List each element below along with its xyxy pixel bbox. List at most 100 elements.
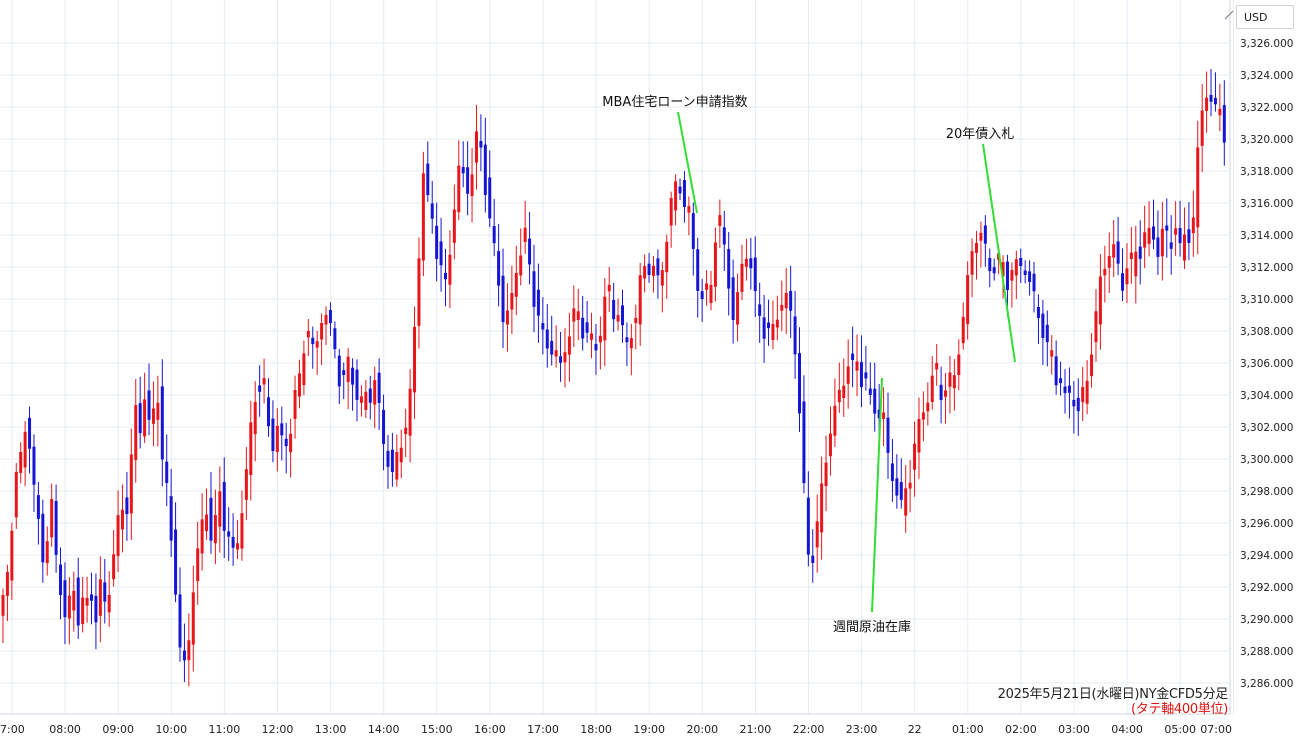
candle [1076, 378, 1080, 436]
candle-body [284, 438, 288, 447]
candle-body [545, 329, 549, 349]
candle-body [1138, 246, 1142, 259]
x-tick-label: 22 [908, 723, 922, 736]
candle [147, 363, 151, 435]
candle [59, 547, 63, 620]
candle-body [59, 564, 63, 595]
candle [789, 265, 793, 338]
candle-body [404, 427, 408, 435]
candle-body [1222, 105, 1226, 143]
candle-body [240, 513, 244, 549]
candle-body [771, 323, 775, 341]
candle-body [165, 461, 169, 484]
x-tick-label: 17:00 [527, 723, 559, 736]
candle-body [470, 174, 474, 197]
candle [32, 434, 36, 512]
candle [1191, 190, 1195, 257]
candle-body [528, 238, 532, 265]
candle [939, 366, 943, 424]
candle [209, 472, 213, 554]
candle-body [311, 337, 315, 345]
candle [567, 312, 571, 382]
candle-body [333, 328, 337, 350]
currency-selector[interactable]: USD [1236, 5, 1294, 29]
candle [1209, 69, 1213, 117]
candle-body [267, 397, 270, 427]
candle [510, 265, 514, 335]
candle [19, 442, 23, 484]
candle-body [1045, 324, 1049, 343]
candle [616, 298, 620, 331]
candle-body [514, 273, 518, 297]
candle-body [1081, 387, 1085, 403]
candle [289, 418, 293, 478]
candle [767, 299, 771, 346]
candle-body [81, 597, 85, 625]
candle-body [713, 242, 717, 287]
candle-body [926, 402, 930, 412]
candle [227, 507, 231, 561]
candle-body [882, 412, 886, 419]
candle [54, 484, 58, 573]
candle-body [395, 451, 399, 480]
candle [280, 406, 284, 461]
candle-body [413, 326, 417, 393]
candle [421, 151, 425, 277]
candle [983, 215, 987, 267]
candle-body [103, 582, 107, 602]
candle [90, 572, 93, 625]
candle [107, 571, 111, 627]
candle [1054, 340, 1058, 395]
candle [497, 223, 501, 307]
candle-body [1014, 259, 1018, 276]
candle [196, 521, 200, 605]
candle-body [700, 291, 704, 300]
candle-body [952, 375, 956, 389]
axes: 3,286.000 3,288.000 3,290.000 3,292.000 3,29… [0, 0, 1293, 736]
candle [1222, 80, 1226, 166]
candle-body [129, 454, 133, 514]
candle-body [921, 412, 925, 420]
candle [267, 378, 270, 437]
candle [324, 306, 328, 346]
candle [1178, 200, 1182, 257]
candle [386, 434, 390, 489]
candle-body [41, 513, 45, 563]
candle [5, 564, 9, 622]
x-tick-label: 16:00 [474, 723, 506, 736]
candle-body [669, 198, 673, 226]
candle [328, 302, 332, 336]
candle [771, 300, 775, 350]
candle [364, 379, 368, 419]
candle-body [1094, 311, 1098, 343]
candle-body [837, 389, 841, 403]
candle [1081, 366, 1085, 422]
candle-body [1147, 227, 1151, 244]
candle-body [736, 292, 740, 325]
candle-body [1178, 228, 1182, 244]
candle-body [94, 595, 98, 623]
candle [979, 221, 983, 268]
candle [1213, 72, 1217, 112]
candle [784, 268, 788, 335]
candle-body [306, 331, 310, 338]
candle [585, 301, 589, 343]
candle [828, 406, 832, 476]
candle [753, 236, 757, 318]
candle [625, 322, 629, 367]
candle [315, 330, 319, 375]
candle-body [302, 353, 306, 386]
candle-body [851, 353, 855, 361]
candle-body [687, 206, 691, 213]
candle [213, 489, 217, 565]
y-tick-label: 3,316.000 [1240, 198, 1293, 210]
candle [333, 321, 337, 359]
candle-body [793, 316, 797, 355]
x-tick-label: 20:00 [686, 723, 718, 736]
y-tick-label: 3,292.000 [1240, 582, 1293, 594]
candle [656, 249, 660, 299]
chart-corner-button[interactable] [1224, 5, 1234, 20]
candle-body [970, 251, 974, 275]
candle [541, 297, 545, 355]
